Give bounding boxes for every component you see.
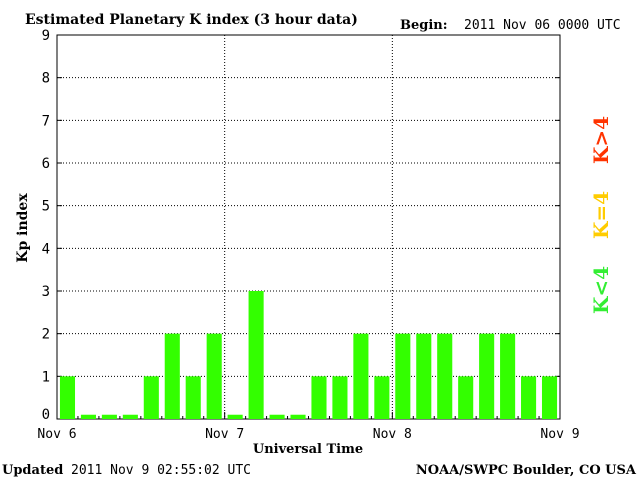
y-tick-label: 7 [42,113,50,129]
begin-label: Begin: [400,18,448,33]
y-tick-label: 2 [42,327,50,343]
updated-value: 2011 Nov 9 02:55:02 UTC [71,463,251,478]
y-tick-label: 6 [42,156,50,172]
kp-bar [479,333,495,419]
credit-text: NOAA/SWPC Boulder, CO USA [416,463,637,478]
updated-label: Updated [2,463,63,478]
y-tick-label: 9 [42,28,50,44]
y-tick-label: 1 [42,369,50,385]
kp-bar [164,333,180,419]
x-tick-label: Nov 9 [540,427,579,442]
kp-bar [353,333,369,419]
kp-bar [227,414,243,419]
y-tick-label: 3 [42,284,50,300]
begin-value: 2011 Nov 06 0000 UTC [464,18,621,33]
kp-bar [500,333,516,419]
x-tick-label: Nov 6 [37,427,76,442]
kp-bar [437,333,453,419]
kp-bar [541,376,558,419]
kp-bar [395,333,411,419]
kp-bar [185,376,201,419]
x-axis-label: Universal Time [253,442,363,457]
x-tick-labels: Nov 6 Nov 7 Nov 8 Nov 9 [37,427,579,442]
kp-bar [122,414,138,419]
kp-bar [332,376,348,419]
kp-bar [269,414,285,419]
x-tick-label: Nov 7 [205,427,244,442]
y-tick-label: 8 [42,71,50,87]
legend-item: K<4 [589,266,613,314]
kp-bar [458,376,474,419]
kp-bar [248,291,264,419]
bars-layer [59,291,558,419]
y-tick-label: 0 [42,407,50,423]
kp-bar [80,414,96,419]
chart-title: Estimated Planetary K index (3 hour data… [25,12,358,28]
kp-bar [311,376,327,419]
kp-bar [290,414,306,419]
legend: K>4 K=4 K<4 [589,116,613,314]
kp-bar [416,333,432,419]
x-tick-label: Nov 8 [373,427,412,442]
plot-frame [56,34,561,420]
kp-bar [521,376,537,419]
y-tick-labels: 0 1 2 3 4 5 6 7 8 9 [42,28,50,423]
kp-bar [374,376,390,419]
legend-item: K=4 [589,191,613,239]
y-tick-label: 5 [42,199,50,215]
kp-bar [206,333,222,419]
kp-bar [101,414,117,419]
kp-bar [143,376,159,419]
y-tick-label: 4 [42,241,50,257]
y-axis-label: Kp index [15,193,31,263]
kp-bar [59,376,76,419]
legend-item: K>4 [589,116,613,164]
